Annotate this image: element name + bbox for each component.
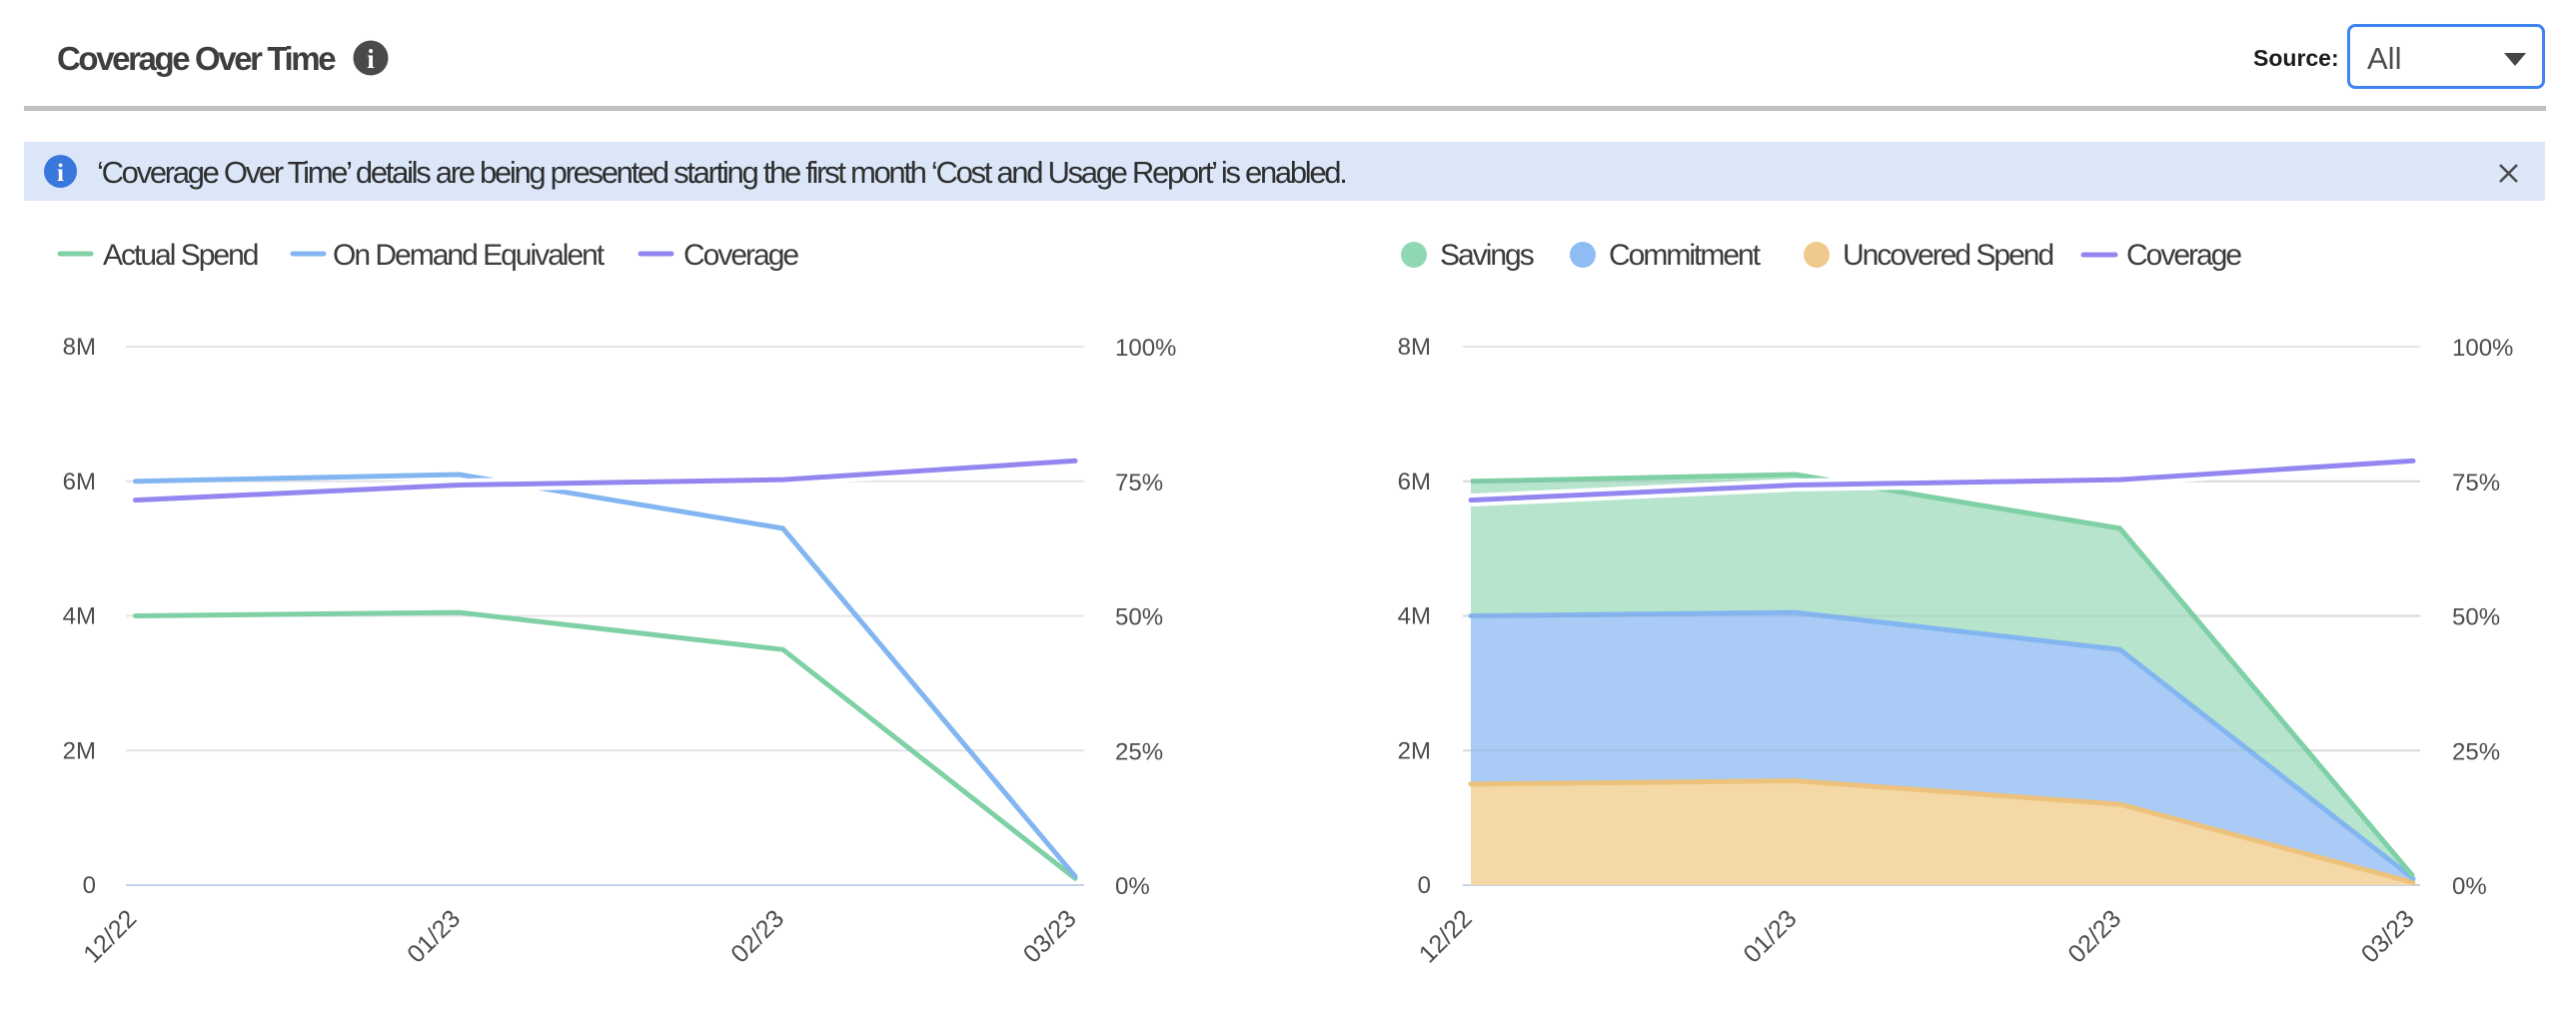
svg-text:25%: 25% <box>1115 738 1163 765</box>
svg-text:02/23: 02/23 <box>2062 904 2126 968</box>
svg-text:6M: 6M <box>63 469 96 496</box>
svg-text:4M: 4M <box>63 603 96 630</box>
svg-text:Coverage: Coverage <box>683 239 798 272</box>
svg-text:100%: 100% <box>1115 335 1176 362</box>
svg-text:Uncovered Spend: Uncovered Spend <box>1843 239 2052 272</box>
svg-text:Commitment: Commitment <box>1609 239 1762 272</box>
svg-text:4M: 4M <box>1398 603 1431 630</box>
svg-text:50%: 50% <box>2452 604 2500 631</box>
svg-text:100%: 100% <box>2452 335 2513 362</box>
svg-text:i: i <box>57 160 64 187</box>
svg-text:03/23: 03/23 <box>1018 904 1082 968</box>
svg-text:Actual Spend: Actual Spend <box>103 239 258 272</box>
svg-text:On Demand Equivalent: On Demand Equivalent <box>333 239 606 272</box>
svg-text:6M: 6M <box>1398 469 1431 496</box>
svg-text:8M: 8M <box>1398 334 1431 361</box>
svg-text:0: 0 <box>1418 872 1431 899</box>
svg-text:25%: 25% <box>2452 738 2500 765</box>
svg-text:01/23: 01/23 <box>402 904 466 968</box>
svg-text:75%: 75% <box>2452 470 2500 497</box>
svg-text:0: 0 <box>83 872 96 899</box>
svg-text:02/23: 02/23 <box>725 904 789 968</box>
svg-text:0%: 0% <box>1115 873 1150 900</box>
svg-text:03/23: 03/23 <box>2356 904 2420 968</box>
svg-text:2M: 2M <box>63 737 96 764</box>
svg-text:75%: 75% <box>1115 470 1163 497</box>
svg-text:01/23: 01/23 <box>1739 904 1803 968</box>
svg-text:2M: 2M <box>1398 737 1431 764</box>
svg-text:50%: 50% <box>1115 604 1163 631</box>
svg-text:0%: 0% <box>2452 873 2487 900</box>
svg-text:12/22: 12/22 <box>78 904 142 968</box>
svg-text:Savings: Savings <box>1440 239 1534 272</box>
svg-text:12/22: 12/22 <box>1414 904 1478 968</box>
svg-text:i: i <box>367 44 375 74</box>
svg-text:8M: 8M <box>63 334 96 361</box>
svg-text:Coverage: Coverage <box>2126 239 2241 272</box>
